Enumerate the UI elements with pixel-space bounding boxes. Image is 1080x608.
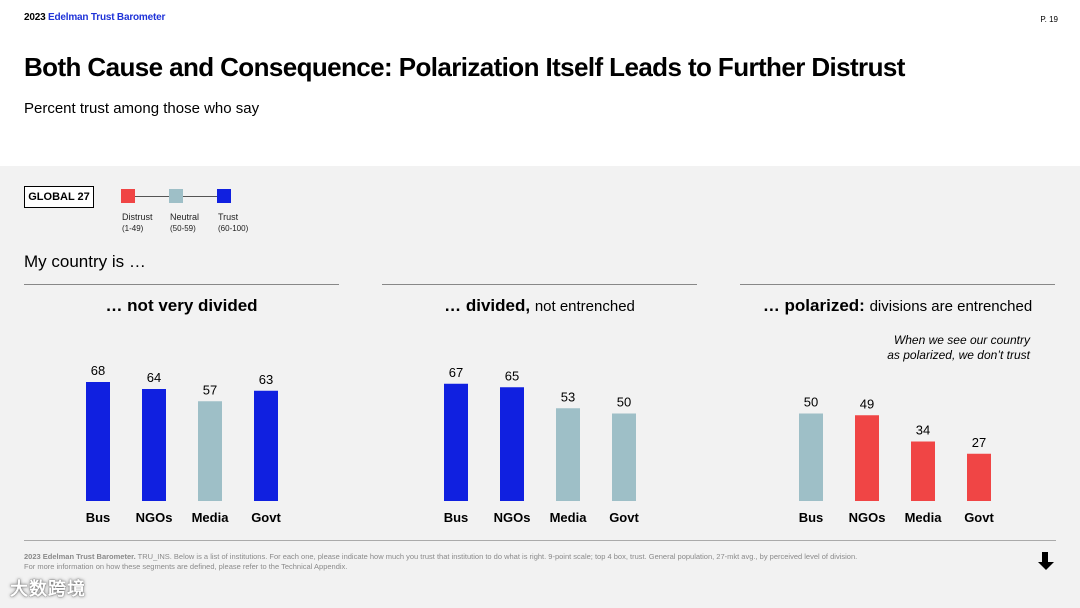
- category-label-2-govt: Govt: [609, 510, 639, 525]
- value-label-3-media: 34: [916, 423, 930, 438]
- bar-2-media: [556, 408, 580, 501]
- value-label-1-bus: 68: [91, 363, 105, 378]
- value-label-1-govt: 63: [259, 372, 273, 387]
- bar-1-ngos: [142, 389, 166, 501]
- category-label-2-bus: Bus: [444, 510, 469, 525]
- watermark: 大数跨境: [10, 579, 86, 599]
- page-number: P. 19: [1040, 15, 1058, 24]
- value-label-2-govt: 50: [617, 395, 631, 410]
- category-label-1-ngos: NGOs: [136, 510, 173, 525]
- legend-swatch-trust: [217, 189, 231, 203]
- section-label: My country is …: [24, 252, 146, 271]
- category-label-2-ngos: NGOs: [494, 510, 531, 525]
- group-divider-1: [24, 284, 339, 285]
- bar-2-ngos: [500, 387, 524, 501]
- bar-3-media: [911, 441, 935, 501]
- value-label-2-ngos: 65: [505, 368, 519, 383]
- value-label-1-media: 57: [203, 382, 217, 397]
- group-divider-2: [382, 284, 697, 285]
- legend-label-trust: Trust (60-100): [218, 212, 249, 233]
- page-title: Both Cause and Consequence: Polarization…: [24, 52, 905, 82]
- category-label-3-media: Media: [905, 510, 943, 525]
- brand-logo: 2023 Edelman Trust Barometer: [24, 12, 166, 23]
- chart-panel: [0, 166, 1080, 608]
- bar-1-media: [198, 401, 222, 501]
- legend-label-distrust: Distrust (1-49): [122, 212, 153, 233]
- value-label-3-govt: 27: [972, 435, 986, 450]
- category-label-2-media: Media: [550, 510, 588, 525]
- group-title-polarized: … polarized: divisions are entrenched: [762, 296, 1033, 315]
- global-27-badge: GLOBAL 27: [24, 186, 94, 208]
- value-label-3-ngos: 49: [860, 396, 874, 411]
- legend-label-neutral: Neutral (50-59): [170, 212, 200, 233]
- category-label-3-bus: Bus: [799, 510, 824, 525]
- bar-1-govt: [254, 390, 278, 501]
- legend-swatch-distrust: [121, 189, 135, 203]
- polarized-note: When we see our country as polarized, we …: [887, 333, 1030, 362]
- value-label-1-ngos: 64: [147, 370, 161, 385]
- value-label-2-media: 53: [561, 389, 575, 404]
- page-subtitle: Percent trust among those who say: [24, 100, 260, 117]
- bar-1-bus: [86, 382, 110, 501]
- bar-3-ngos: [855, 415, 879, 501]
- bar-3-bus: [799, 413, 823, 501]
- bar-2-bus: [444, 383, 468, 501]
- category-label-3-govt: Govt: [964, 510, 994, 525]
- footnote: 2023 Edelman Trust Barometer. TRU_INS. B…: [24, 552, 858, 571]
- next-arrow-icon[interactable]: [1036, 550, 1058, 572]
- legend-swatch-neutral: [169, 189, 183, 203]
- footer-rule: [24, 540, 1056, 541]
- bar-2-govt: [612, 413, 636, 501]
- category-label-1-media: Media: [192, 510, 230, 525]
- category-label-3-ngos: NGOs: [849, 510, 886, 525]
- category-label-1-govt: Govt: [251, 510, 281, 525]
- category-label-1-bus: Bus: [86, 510, 111, 525]
- value-label-3-bus: 50: [804, 395, 818, 410]
- group-divider-3: [740, 284, 1055, 285]
- bar-3-govt: [967, 453, 991, 501]
- group-title-not-divided: … not very divided: [105, 296, 258, 315]
- value-label-2-bus: 67: [449, 365, 463, 380]
- group-title-divided: … divided, not entrenched: [444, 296, 635, 315]
- header-area: 2023 Edelman Trust Barometer P. 19 Both …: [0, 0, 1080, 166]
